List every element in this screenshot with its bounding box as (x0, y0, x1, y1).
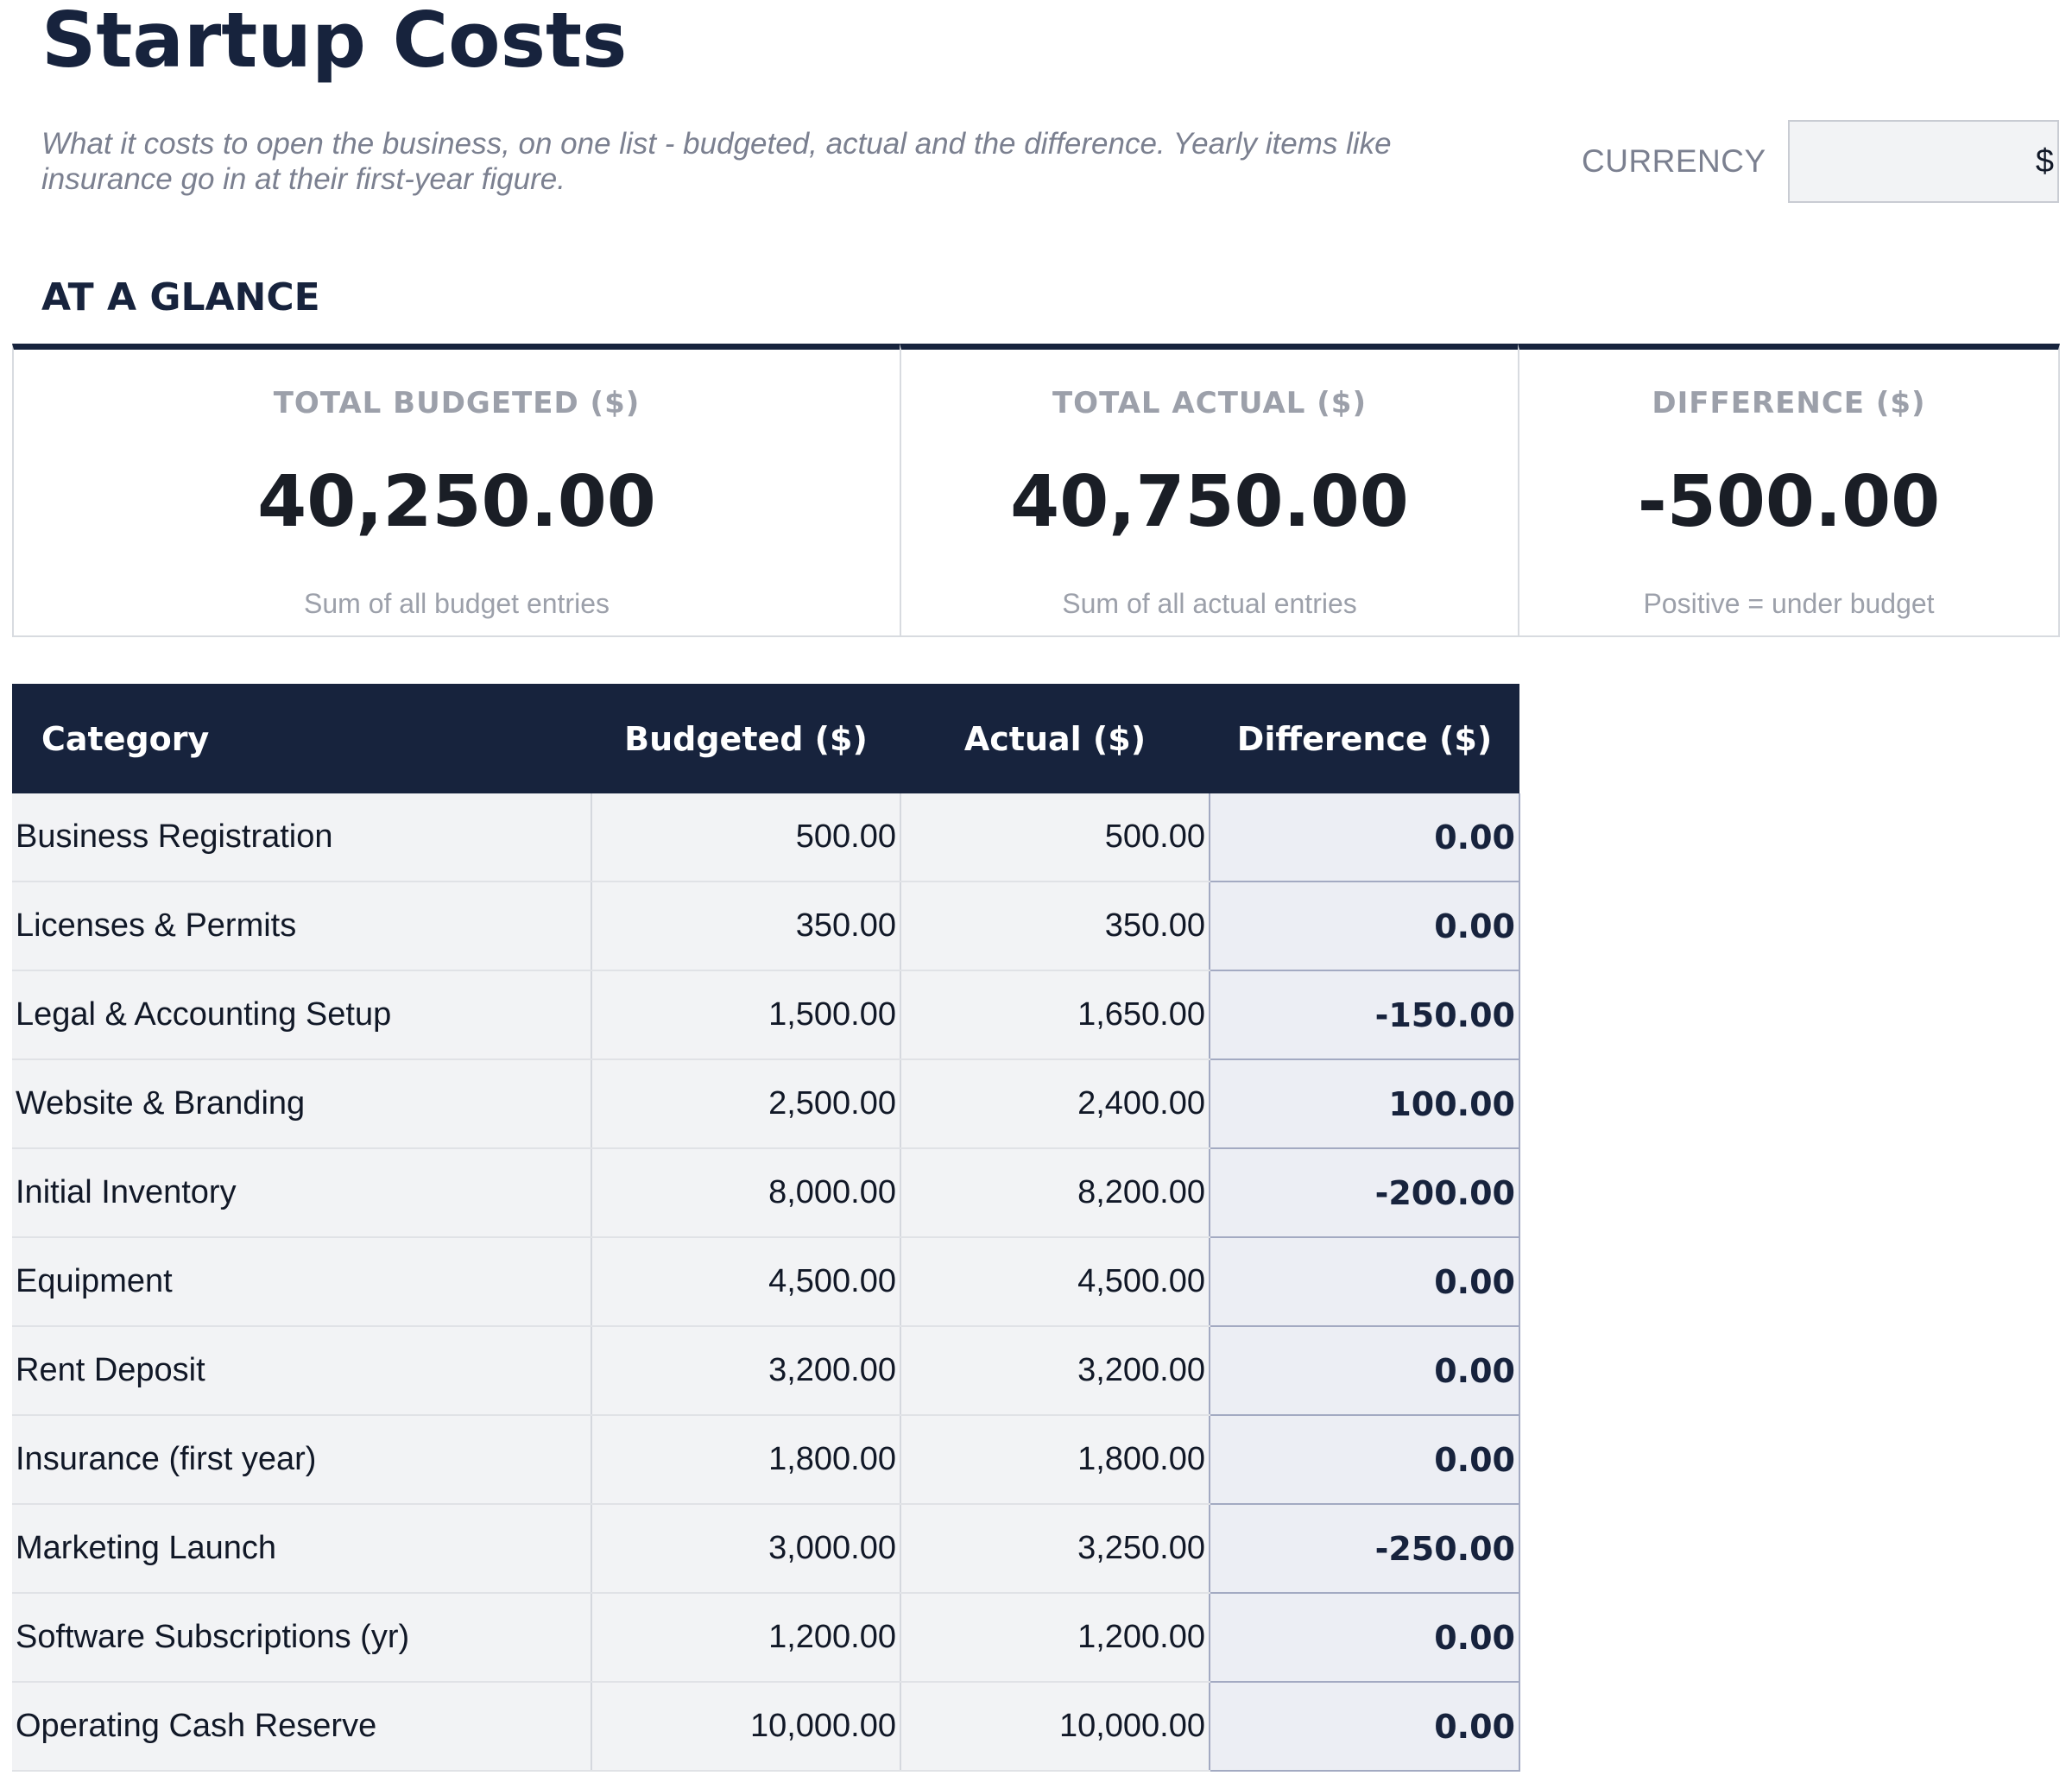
table-row: Licenses & Permits 350.00 350.00 0.00 (12, 882, 1520, 971)
budgeted-cell[interactable]: 1,500.00 (591, 970, 900, 1060)
total-budgeted-card: TOTAL BUDGETED ($) 40,250.00 Sum of all … (12, 344, 901, 637)
category-cell[interactable]: Licenses & Permits (12, 882, 591, 971)
actual-cell[interactable]: 1,200.00 (900, 1593, 1210, 1683)
category-cell[interactable]: Website & Branding (12, 1059, 591, 1149)
budgeted-cell[interactable]: 10,000.00 (591, 1682, 900, 1772)
difference-card: DIFFERENCE ($) -500.00 Positive = under … (1518, 344, 2060, 637)
actual-cell[interactable]: 1,650.00 (900, 970, 1210, 1060)
difference-label: DIFFERENCE ($) (1652, 386, 1926, 420)
table-row: Business Registration 500.00 500.00 0.00 (12, 793, 1520, 882)
actual-cell[interactable]: 3,250.00 (900, 1504, 1210, 1594)
category-cell[interactable]: Marketing Launch (12, 1504, 591, 1594)
table-header-row: Category Budgeted ($) Actual ($) Differe… (12, 684, 1519, 793)
actual-cell[interactable]: 500.00 (900, 793, 1210, 882)
budgeted-cell[interactable]: 4,500.00 (591, 1237, 900, 1327)
budgeted-cell[interactable]: 1,200.00 (591, 1593, 900, 1683)
table-row: Website & Branding 2,500.00 2,400.00 100… (12, 1059, 1520, 1149)
budgeted-cell[interactable]: 2,500.00 (591, 1059, 900, 1149)
difference-cell: 0.00 (1209, 1593, 1520, 1683)
difference-cell: 0.00 (1209, 1326, 1520, 1416)
budgeted-cell[interactable]: 3,200.00 (591, 1326, 900, 1416)
currency-label: CURRENCY (1582, 143, 1766, 179)
table-row: Equipment 4,500.00 4,500.00 0.00 (12, 1237, 1520, 1327)
actual-cell[interactable]: 8,200.00 (900, 1148, 1210, 1238)
difference-cell: 100.00 (1209, 1059, 1520, 1149)
actual-cell[interactable]: 4,500.00 (900, 1237, 1210, 1327)
at-a-glance-heading: AT A GLANCE (41, 275, 320, 319)
actual-cell[interactable]: 350.00 (900, 882, 1210, 971)
category-cell[interactable]: Insurance (first year) (12, 1415, 591, 1505)
actual-cell[interactable]: 1,800.00 (900, 1415, 1210, 1505)
column-header-actual: Actual ($) (900, 684, 1210, 793)
actual-cell[interactable]: 10,000.00 (900, 1682, 1210, 1772)
difference-cell: -200.00 (1209, 1148, 1520, 1238)
total-actual-label: TOTAL ACTUAL ($) (1052, 386, 1368, 420)
actual-cell[interactable]: 2,400.00 (900, 1059, 1210, 1149)
difference-cell: -150.00 (1209, 970, 1520, 1060)
column-header-difference: Difference ($) (1210, 684, 1519, 793)
difference-cell: 0.00 (1209, 1415, 1520, 1505)
difference-cell: 0.00 (1209, 1237, 1520, 1327)
difference-cell: -250.00 (1209, 1504, 1520, 1594)
total-budgeted-note: Sum of all budget entries (304, 588, 610, 619)
difference-note: Positive = under budget (1643, 588, 1935, 619)
table-row: Marketing Launch 3,000.00 3,250.00 -250.… (12, 1504, 1520, 1594)
category-cell[interactable]: Equipment (12, 1237, 591, 1327)
total-budgeted-value: 40,250.00 (257, 461, 656, 543)
category-cell[interactable]: Initial Inventory (12, 1148, 591, 1238)
budgeted-cell[interactable]: 1,800.00 (591, 1415, 900, 1505)
category-cell[interactable]: Business Registration (12, 793, 591, 882)
table-row: Insurance (first year) 1,800.00 1,800.00… (12, 1415, 1520, 1505)
budgeted-cell[interactable]: 8,000.00 (591, 1148, 900, 1238)
difference-value: -500.00 (1637, 461, 1941, 543)
table-row: Operating Cash Reserve 10,000.00 10,000.… (12, 1682, 1520, 1772)
total-actual-note: Sum of all actual entries (1062, 588, 1357, 619)
category-cell[interactable]: Legal & Accounting Setup (12, 970, 591, 1060)
total-actual-card: TOTAL ACTUAL ($) 40,750.00 Sum of all ac… (900, 344, 1519, 637)
actual-cell[interactable]: 3,200.00 (900, 1326, 1210, 1416)
page-title: Startup Costs (41, 0, 628, 85)
total-actual-value: 40,750.00 (1010, 461, 1409, 543)
table-row: Software Subscriptions (yr) 1,200.00 1,2… (12, 1593, 1520, 1683)
currency-input[interactable]: $ (1788, 120, 2059, 203)
difference-cell: 0.00 (1209, 882, 1520, 971)
column-header-budgeted: Budgeted ($) (591, 684, 900, 793)
column-header-category: Category (12, 684, 591, 793)
table-row: Rent Deposit 3,200.00 3,200.00 0.00 (12, 1326, 1520, 1416)
page-subtitle: What it costs to open the business, on o… (41, 127, 1392, 196)
budgeted-cell[interactable]: 500.00 (591, 793, 900, 882)
table-row: Initial Inventory 8,000.00 8,200.00 -200… (12, 1148, 1520, 1238)
difference-cell: 0.00 (1209, 1682, 1520, 1772)
total-budgeted-label: TOTAL BUDGETED ($) (273, 386, 641, 420)
budgeted-cell[interactable]: 350.00 (591, 882, 900, 971)
category-cell[interactable]: Operating Cash Reserve (12, 1682, 591, 1772)
category-cell[interactable]: Software Subscriptions (yr) (12, 1593, 591, 1683)
startup-costs-table: Category Budgeted ($) Actual ($) Differe… (12, 684, 1520, 1772)
difference-cell: 0.00 (1209, 793, 1520, 882)
category-cell[interactable]: Rent Deposit (12, 1326, 591, 1416)
budgeted-cell[interactable]: 3,000.00 (591, 1504, 900, 1594)
table-row: Legal & Accounting Setup 1,500.00 1,650.… (12, 970, 1520, 1060)
